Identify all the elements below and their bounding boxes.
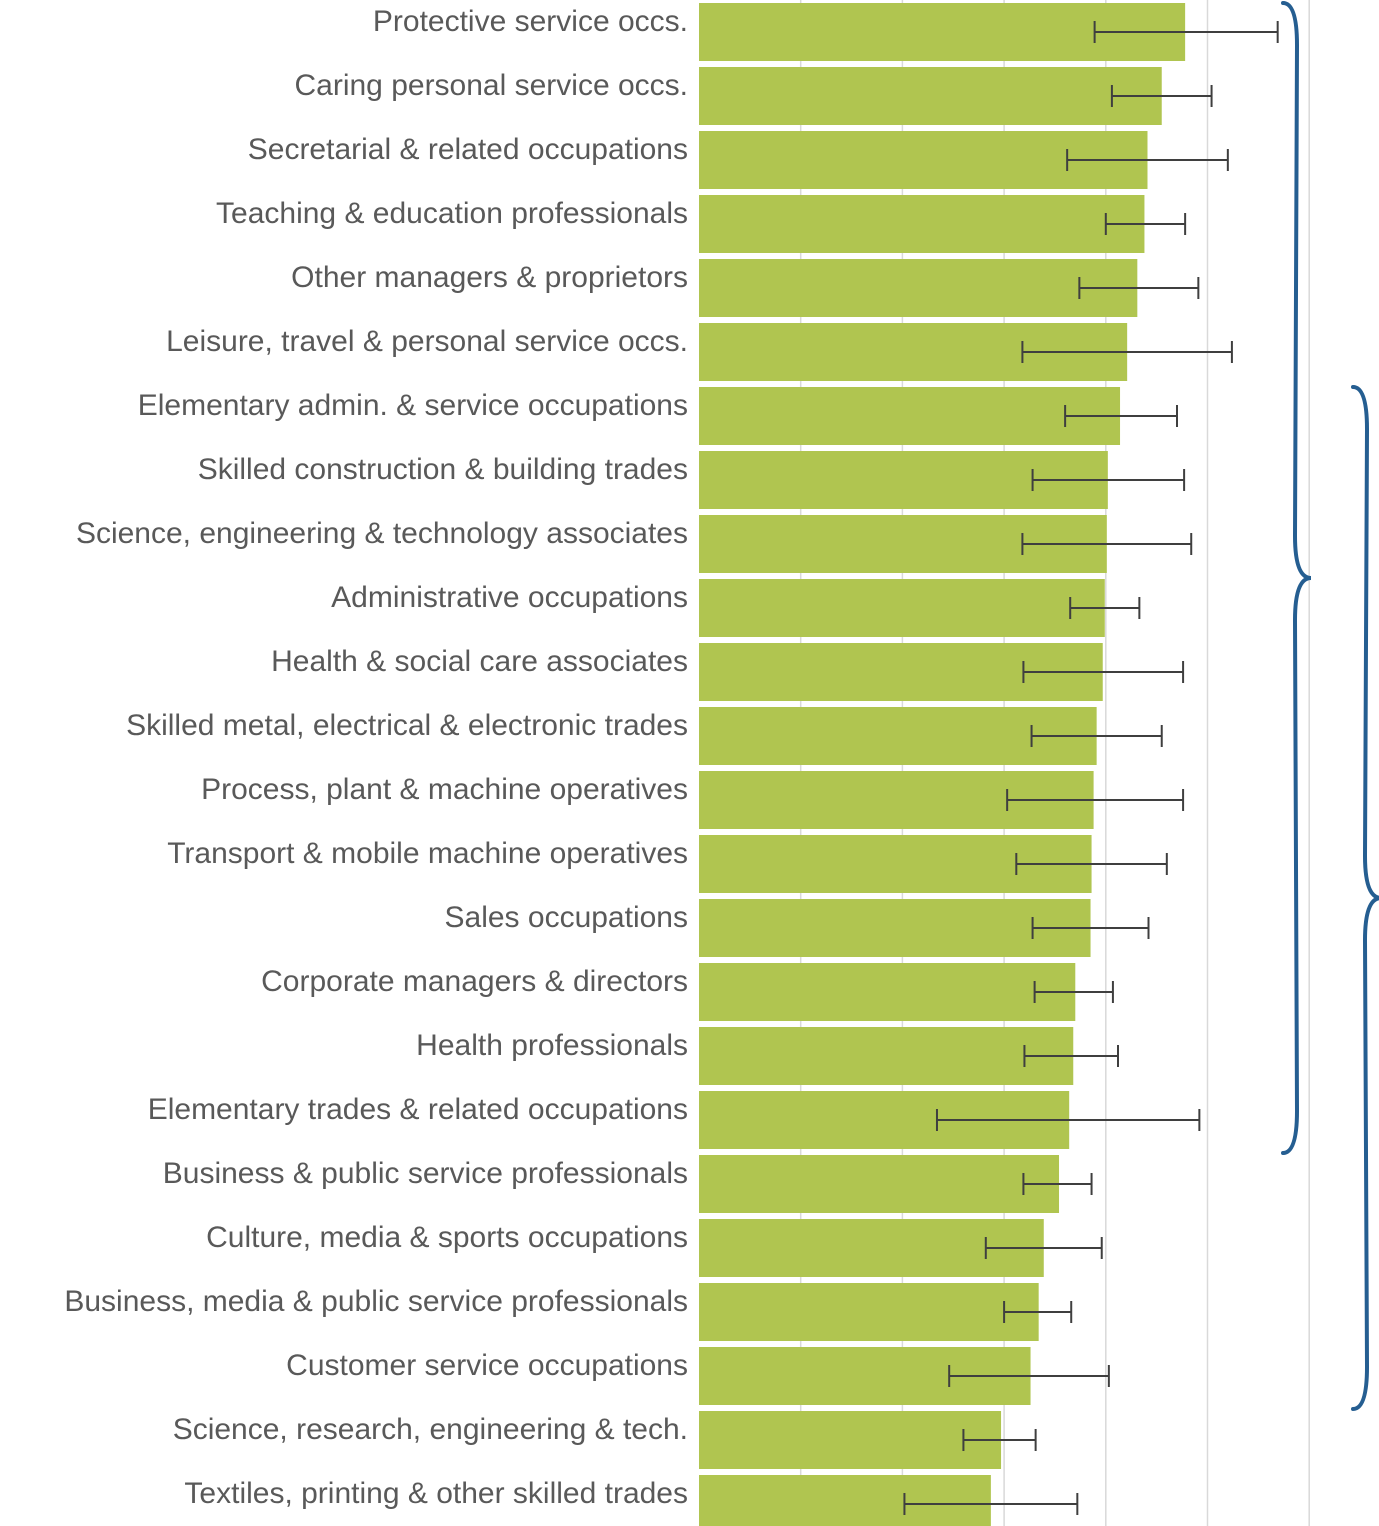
category-label: Caring personal service occs. — [294, 69, 688, 102]
curly-bracket — [1281, 1, 1312, 1155]
category-label: Teaching & education professionals — [216, 197, 688, 230]
category-label: Other managers & proprietors — [291, 261, 688, 294]
bar — [699, 1155, 1060, 1213]
category-label: Health professionals — [416, 1029, 688, 1062]
category-label: Sales occupations — [445, 901, 689, 934]
bar — [699, 67, 1162, 125]
category-label: Customer service occupations — [286, 1349, 688, 1382]
error-bar-layer — [903, 21, 1279, 1515]
category-label: Business, media & public service profess… — [64, 1285, 688, 1318]
category-label: Protective service occs. — [373, 5, 688, 38]
category-label: Science, engineering & technology associ… — [76, 517, 688, 550]
category-label: Process, plant & machine operatives — [201, 773, 688, 806]
bar — [699, 899, 1091, 957]
bar — [699, 1283, 1039, 1341]
category-label: Science, research, engineering & tech. — [173, 1413, 688, 1446]
bar — [699, 1027, 1074, 1085]
category-label: Skilled construction & building trades — [198, 453, 688, 486]
bar — [699, 1411, 1002, 1469]
category-label: Business & public service professionals — [163, 1157, 688, 1190]
category-label: Corporate managers & directors — [261, 965, 688, 998]
category-label-layer: Protective service occs. Caring personal … — [64, 5, 688, 1510]
category-label: Leisure, travel & personal service occs. — [166, 325, 688, 358]
bar — [699, 1475, 991, 1526]
category-label: Administrative occupations — [331, 581, 688, 614]
bar — [699, 259, 1138, 317]
bar — [699, 579, 1105, 637]
curly-bracket — [1351, 385, 1379, 1411]
bar-layer — [699, 3, 1186, 1526]
category-label: Transport & mobile machine operatives — [167, 837, 688, 870]
bar — [699, 387, 1121, 445]
category-label: Textiles, printing & other skilled trade… — [184, 1477, 688, 1510]
category-label: Secretarial & related occupations — [248, 133, 688, 166]
bar — [699, 963, 1076, 1021]
category-label: Skilled metal, electrical & electronic t… — [126, 709, 688, 742]
bar — [699, 707, 1097, 765]
category-label: Elementary trades & related occupations — [148, 1093, 688, 1126]
bar — [699, 195, 1145, 253]
bracket-layer — [1281, 1, 1379, 1411]
category-label: Elementary admin. & service occupations — [138, 389, 688, 422]
category-label: Health & social care associates — [271, 645, 688, 678]
category-label: Culture, media & sports occupations — [206, 1221, 688, 1254]
